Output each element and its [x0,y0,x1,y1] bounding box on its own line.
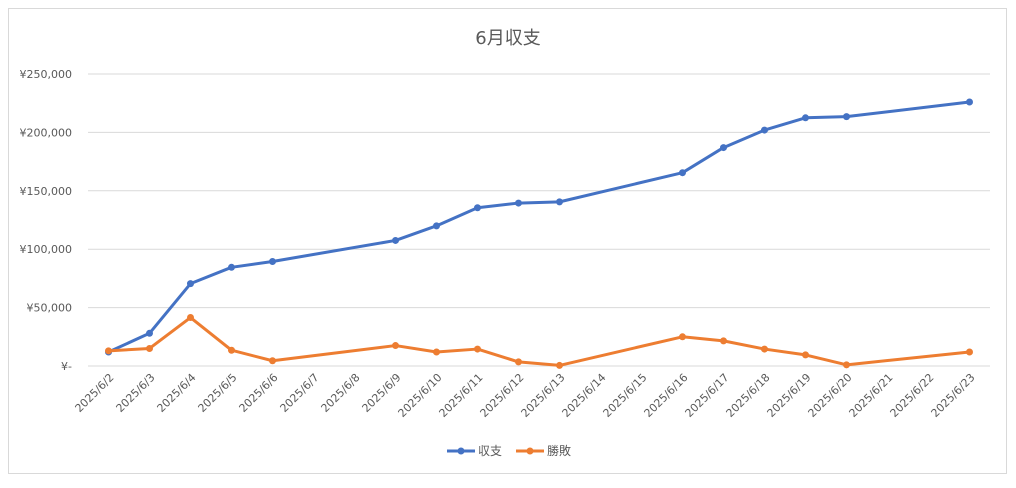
y-tick-label: ¥50,000 [27,302,73,315]
legend: 収支 勝敗 [447,443,571,458]
data-point [228,263,235,271]
y-tick-label: ¥- [61,360,72,373]
data-point [761,126,768,134]
data-point [679,333,686,341]
chart-title: 6月収支 [475,28,540,49]
x-tick-label: 2025/6/3 [113,371,157,415]
data-point [269,357,276,365]
y-tick-label: ¥250,000 [20,68,73,81]
x-tick-label: 2025/6/6 [236,371,280,415]
x-axis: 2025/6/22025/6/32025/6/42025/6/52025/6/6… [72,371,977,420]
data-point [433,348,440,356]
legend-marker [457,447,465,455]
legend-label: 勝敗 [547,443,571,458]
data-point [556,198,563,206]
legend-marker [526,447,534,455]
legend-item: 勝敗 [516,443,571,458]
y-tick-label: ¥100,000 [20,243,73,256]
x-tick-label: 2025/6/5 [195,371,239,415]
y-axis: ¥- ¥50,000 ¥100,000 ¥150,000 ¥200,000 ¥250,00… [20,68,73,373]
data-point [187,314,194,322]
legend-label: 収支 [478,444,502,458]
data-point [802,114,809,122]
gridlines [88,73,990,367]
data-point [269,257,276,265]
x-tick-label: 2025/6/2 [72,371,116,415]
series-line [107,100,970,354]
data-point [433,222,440,230]
data-point [474,345,481,353]
legend-item: 収支 [447,444,502,458]
data-point [761,345,768,353]
x-tick-label: 2025/6/7 [277,371,321,415]
data-point [802,351,809,359]
data-point [720,144,727,152]
data-point [843,113,850,121]
x-tick-label: 2025/6/4 [154,371,198,415]
data-point [720,337,727,345]
data-point [515,199,522,207]
series-2 [105,314,973,369]
data-point [392,342,399,350]
data-point [105,347,112,355]
x-tick-label: 2025/6/23 [929,371,978,420]
data-point [515,358,522,366]
data-point [966,98,973,106]
data-point [474,204,481,212]
data-point [146,344,153,352]
data-point [228,346,235,354]
y-tick-label: ¥150,000 [20,185,73,198]
series-1 [105,98,973,356]
x-tick-label: 2025/6/8 [318,371,362,415]
data-point [187,280,194,288]
series-layer [105,98,973,369]
data-point [392,236,399,244]
data-point [843,361,850,369]
data-point [966,348,973,356]
data-point [679,169,686,177]
data-point [146,329,153,337]
y-tick-label: ¥200,000 [20,126,73,139]
series-line [108,316,970,367]
chart-frame [8,8,1007,474]
data-point [556,361,563,369]
